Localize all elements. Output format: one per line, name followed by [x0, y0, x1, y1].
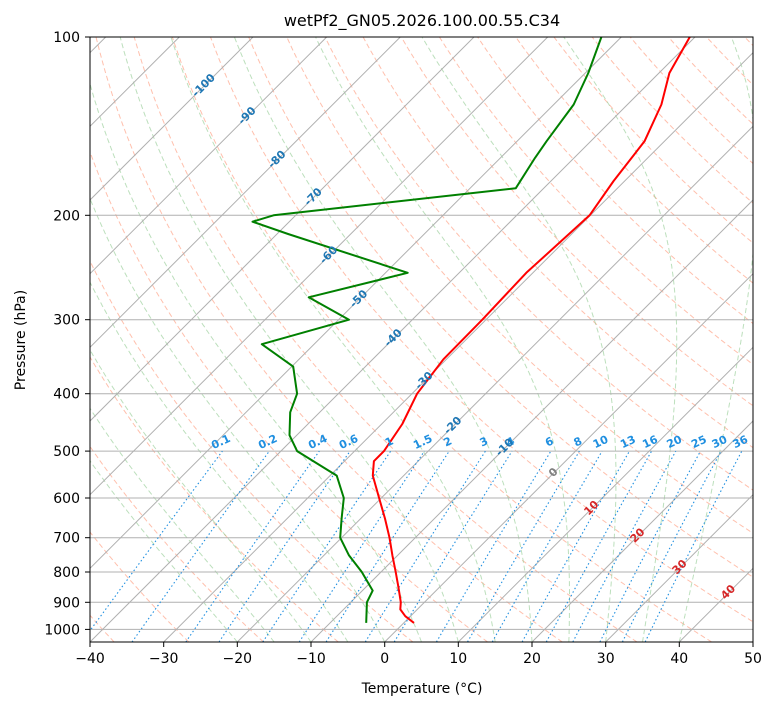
- isotherm-gridline: [605, 493, 753, 642]
- isotherm-gridline: [90, 37, 696, 642]
- x-tick-label: −20: [223, 651, 253, 667]
- mixing-ratio-line: [90, 450, 223, 632]
- mixing-ratio-line: [298, 450, 425, 642]
- mixing-ratio-line: [218, 450, 351, 642]
- mixing-ratio-label: 36: [731, 433, 751, 451]
- mixing-ratio-line: [185, 450, 320, 642]
- isotherm-gridline: [163, 51, 753, 642]
- moist-adiabat: [678, 37, 753, 642]
- mixing-ratio-label: 16: [640, 433, 660, 451]
- y-axis-label: Pressure (hPa): [13, 290, 29, 390]
- isotherm-gridline: [384, 272, 753, 642]
- mixing-ratio-label: 10: [591, 433, 611, 451]
- axis-ticks: −40 −30 −20 −10 0 10 20 30 40 50 1000 900 800 700 600 5…: [44, 30, 762, 667]
- moist-adiabat: [90, 197, 386, 642]
- dry-adiabat: [90, 150, 488, 642]
- x-tick-label: 10: [449, 651, 467, 667]
- dry-adiabat: [438, 37, 753, 366]
- y-tick-label: 1000: [44, 622, 80, 638]
- isotherm-gridline: [90, 37, 549, 496]
- moist-adiabat: [315, 37, 570, 642]
- dry-adiabat: [95, 37, 563, 642]
- mixing-ratio-line: [393, 450, 513, 642]
- chart-title: wetPf2_GN05.2026.100.00.55.C34: [284, 11, 560, 31]
- x-axis-label: Temperature (°C): [361, 681, 483, 697]
- x-tick-label: 30: [597, 651, 615, 667]
- isotherm-gridline: [531, 420, 753, 642]
- x-tick-label: −10: [296, 651, 326, 667]
- profile-lines: [251, 37, 691, 624]
- x-tick-label: 0: [380, 651, 389, 667]
- isotherm-gridline: [90, 37, 622, 570]
- isotherm-gridline: [90, 37, 475, 422]
- x-tick-label: 50: [744, 651, 762, 667]
- moist-adiabat: [90, 407, 275, 642]
- dry-adiabat: [90, 356, 339, 642]
- dewpoint-profile-line: [251, 37, 603, 623]
- temperature-profile-line: [371, 37, 691, 624]
- dry-adiabat: [210, 37, 753, 623]
- x-tick-label: −30: [149, 651, 179, 667]
- moist-adiabat: [563, 37, 678, 642]
- moist-adiabat: [90, 281, 349, 642]
- mixing-ratio-label: 25: [689, 433, 708, 451]
- y-tick-label: 900: [53, 595, 80, 611]
- dry-adiabat: [248, 37, 753, 578]
- dry-adiabat: [324, 37, 753, 491]
- mixing-ratio-line: [545, 450, 653, 642]
- moist-adiabat: [90, 459, 238, 642]
- isotherm-gridline: [310, 199, 753, 642]
- mixing-ratio-line: [572, 450, 677, 642]
- mixing-ratio-line: [644, 450, 743, 642]
- mixing-ratio-label: 13: [618, 433, 637, 451]
- isotherm-gridline: [457, 346, 753, 642]
- mixing-ratio-line: [521, 450, 630, 642]
- x-tick-label: 20: [523, 651, 541, 667]
- dry-adiabat: [515, 37, 753, 284]
- y-tick-label: 400: [53, 387, 80, 403]
- y-tick-label: 600: [53, 491, 80, 507]
- moist-adiabat: [170, 37, 496, 642]
- y-tick-label: 800: [53, 565, 80, 581]
- dry-adiabat: [171, 37, 712, 642]
- y-tick-label: 500: [53, 444, 80, 460]
- y-tick-label: 700: [53, 531, 80, 547]
- mixing-ratio-line: [262, 450, 392, 642]
- isotherm-gridline: [236, 125, 753, 642]
- mixing-ratio-line: [325, 450, 450, 642]
- dry-adiabat: [133, 37, 638, 642]
- dry-adiabat: [90, 445, 264, 642]
- isotherm-gridline: [90, 37, 254, 201]
- isotherm-gridline: [90, 37, 401, 349]
- background-lines: [90, 37, 753, 642]
- mixing-ratio-label: 30: [710, 433, 730, 451]
- y-tick-label: 300: [53, 313, 80, 329]
- x-tick-label: 40: [670, 651, 688, 667]
- plot-frame: [89, 36, 754, 643]
- moist-adiabat: [421, 37, 617, 642]
- y-tick-label: 200: [53, 208, 80, 224]
- x-tick-label: −40: [75, 651, 105, 667]
- mixing-ratio-label: 20: [665, 433, 685, 451]
- dry-adiabat: [90, 531, 190, 642]
- isotherm-gridline: [90, 37, 328, 275]
- moist-adiabat: [119, 37, 459, 642]
- y-tick-label: 100: [53, 30, 80, 46]
- dry-adiabat: [400, 37, 753, 407]
- mixing-ratio-line: [131, 450, 270, 642]
